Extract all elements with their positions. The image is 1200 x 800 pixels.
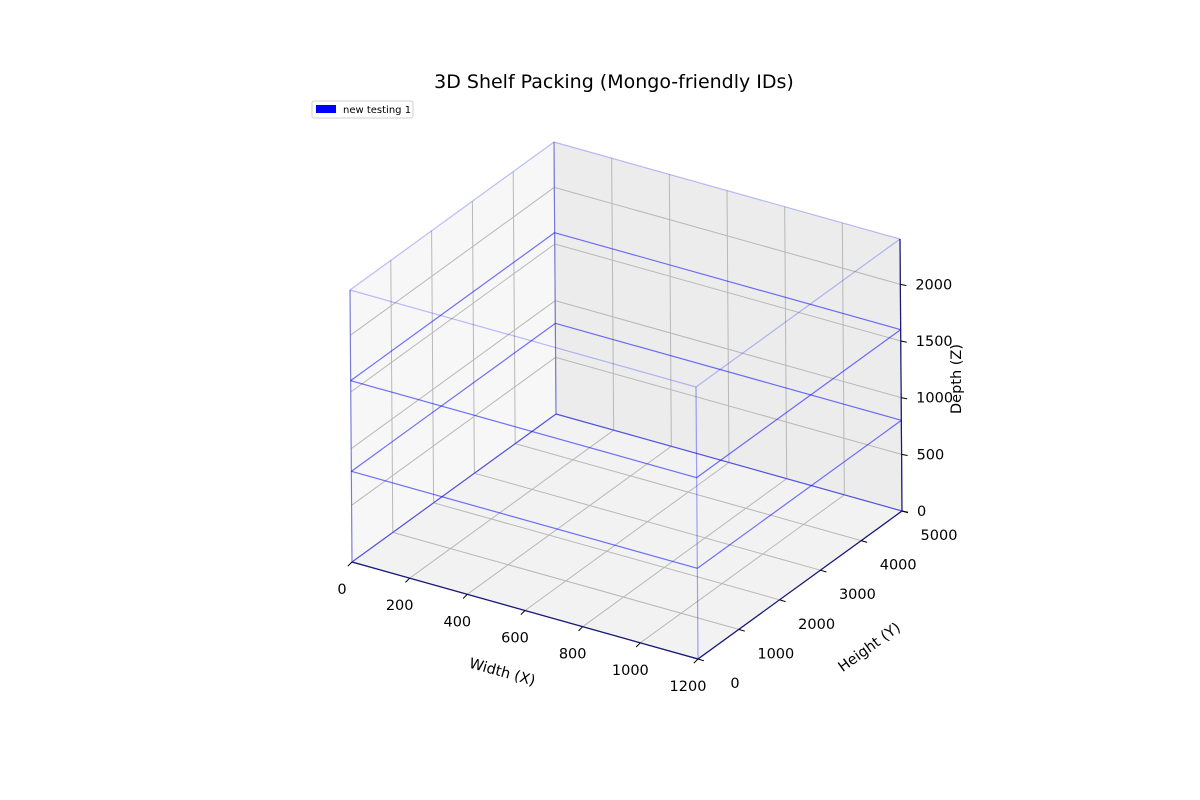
grid-z-back xyxy=(555,356,902,455)
x-tick-label: 200 xyxy=(386,598,414,614)
x-tick xyxy=(405,577,411,583)
z-tick-label: 1500 xyxy=(916,334,953,350)
z-tick-label: 1000 xyxy=(916,391,953,407)
grid-z-left xyxy=(350,186,555,336)
chart-title: 3D Shelf Packing (Mongo-friendly IDs) xyxy=(434,71,794,93)
x-axis-label: Width (X) xyxy=(467,656,537,690)
shelf-level-edge xyxy=(696,329,902,479)
x-tick-label: 400 xyxy=(443,614,471,630)
grid-y-floor xyxy=(392,531,739,630)
grid-z-left xyxy=(350,243,556,393)
grid-y-floor xyxy=(474,472,821,571)
y-tick xyxy=(738,628,745,632)
y-tick-label: 3000 xyxy=(839,587,876,603)
z-tick xyxy=(901,397,908,400)
grid-x-floor xyxy=(409,429,614,579)
grid-y-floor xyxy=(433,502,780,601)
shelf-post xyxy=(553,141,557,415)
shelf-level-edge xyxy=(553,141,901,240)
legend-label: new testing 1 xyxy=(343,105,411,116)
x-tick xyxy=(578,626,584,632)
y-tick-label: 1000 xyxy=(757,646,794,662)
shelf-level-edge xyxy=(350,380,697,479)
tick-marks xyxy=(347,283,909,664)
y-tick-label: 5000 xyxy=(921,528,958,544)
x-tick xyxy=(462,593,468,599)
z-axis-label: Depth (Z) xyxy=(949,344,965,414)
grid-z-back xyxy=(555,300,902,399)
y-axis-line xyxy=(697,510,903,660)
shelf-level-edge xyxy=(555,322,902,421)
x-tick-label: 800 xyxy=(559,647,587,663)
shelf-level-edge xyxy=(695,238,901,388)
legend-swatch xyxy=(316,105,336,113)
shelf-post xyxy=(695,386,699,660)
left-wall-pane xyxy=(350,142,556,562)
grid-y-floor xyxy=(515,443,862,542)
grid-z-left xyxy=(350,300,556,450)
x-tick xyxy=(347,561,353,567)
z-tick xyxy=(901,510,909,513)
z-tick xyxy=(900,340,907,343)
y-tick xyxy=(697,658,705,662)
shelf-level-edge xyxy=(554,232,901,331)
shelf-level-edge xyxy=(349,141,555,291)
x-tick-label: 1200 xyxy=(670,679,707,695)
shelf-level-edge xyxy=(351,413,557,563)
y-tick xyxy=(779,599,786,603)
x-tick xyxy=(693,658,699,664)
shelf-level-edge xyxy=(349,289,697,388)
shelf-level-edge xyxy=(555,413,903,512)
z-tick-label: 0 xyxy=(917,504,926,520)
y-tick-label: 2000 xyxy=(798,617,835,633)
grid-x-floor xyxy=(524,462,730,611)
y-tick-label: 4000 xyxy=(880,558,917,574)
y-tick xyxy=(861,540,868,543)
legend-frame xyxy=(311,100,414,119)
z-tick-label: 500 xyxy=(917,447,945,463)
x-tick-label: 600 xyxy=(501,631,529,647)
shelf-level-edge xyxy=(350,322,556,472)
shelf-level-edge xyxy=(350,232,556,382)
z-tick xyxy=(901,453,908,457)
x-tick xyxy=(520,610,526,616)
x-tick-label: 1000 xyxy=(612,663,649,679)
x-tick xyxy=(635,642,641,648)
x-tick-label: 0 xyxy=(337,582,346,598)
legend: new testing 1 xyxy=(311,100,414,119)
y-tick xyxy=(820,569,827,573)
shelf-level-edge xyxy=(351,470,698,569)
grid-z-back xyxy=(554,243,901,342)
grid-z-back xyxy=(554,186,901,285)
grid-x-floor xyxy=(640,494,845,644)
grid-x-floor xyxy=(582,478,787,628)
shelf-level-edge xyxy=(696,419,902,569)
grid-x-floor xyxy=(467,445,672,595)
y-tick-label: 0 xyxy=(730,676,739,692)
shelf-post xyxy=(349,289,353,563)
z-tick-label: 2000 xyxy=(915,277,952,293)
z-tick xyxy=(900,283,907,287)
y-axis-label: Height (Y) xyxy=(836,620,904,676)
